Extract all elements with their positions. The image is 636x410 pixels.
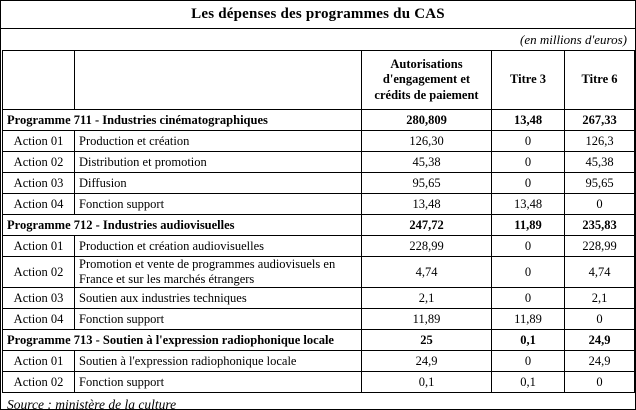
- action-label: Fonction support: [74, 193, 362, 215]
- action-label: Production et création: [74, 130, 362, 152]
- header-titre6: Titre 6: [564, 50, 635, 110]
- value-cell: 45,38: [361, 151, 492, 173]
- value-cell: 126,30: [361, 130, 492, 152]
- value-cell: 25: [361, 329, 492, 351]
- table-header: Autorisations d'engagement et crédits de…: [2, 50, 635, 110]
- page-title: Les dépenses des programmes du CAS: [1, 1, 635, 29]
- value-cell: 228,99: [361, 235, 492, 257]
- value-cell: 0: [491, 287, 565, 309]
- value-cell: 24,9: [361, 350, 492, 372]
- value-cell: 0,1: [491, 329, 565, 351]
- action-code: Action 04: [2, 308, 75, 330]
- value-cell: 0: [491, 130, 565, 152]
- action-code: Action 01: [2, 350, 75, 372]
- program-row: Programme 713 - Soutien à l'expression r…: [2, 329, 635, 351]
- action-row: Action 04 Fonction support 11,89 11,89 0: [2, 308, 635, 330]
- value-cell: 0: [564, 371, 635, 393]
- unit-note: (en millions d'euros): [519, 32, 627, 47]
- action-code: Action 01: [2, 235, 75, 257]
- value-cell: 13,48: [491, 109, 565, 131]
- value-cell: 0,1: [491, 371, 565, 393]
- header-row: Autorisations d'engagement et crédits de…: [2, 50, 635, 110]
- value-cell: 0: [491, 172, 565, 194]
- header-autorisations: Autorisations d'engagement et crédits de…: [361, 50, 492, 110]
- action-code: Action 02: [2, 371, 75, 393]
- value-cell: 0: [491, 256, 565, 288]
- action-row: Action 04 Fonction support 13,48 13,48 0: [2, 193, 635, 215]
- action-code: Action 03: [2, 172, 75, 194]
- program-label: Programme 713 - Soutien à l'expression r…: [2, 329, 362, 351]
- value-cell: 45,38: [564, 151, 635, 173]
- action-label: Fonction support: [74, 371, 362, 393]
- program-label: Programme 711 - Industries cinématograph…: [2, 109, 362, 131]
- action-label: Diffusion: [74, 172, 362, 194]
- value-cell: 2,1: [361, 287, 492, 309]
- action-row: Action 03 Diffusion 95,65 0 95,65: [2, 172, 635, 194]
- action-label: Soutien à l'expression radiophonique loc…: [74, 350, 362, 372]
- action-code: Action 02: [2, 256, 75, 288]
- value-cell: 24,9: [564, 329, 635, 351]
- value-cell: 126,3: [564, 130, 635, 152]
- header-action-col: [2, 50, 75, 110]
- value-cell: 280,809: [361, 109, 492, 131]
- value-cell: 0: [491, 350, 565, 372]
- action-label: Production et création audiovisuelles: [74, 235, 362, 257]
- value-cell: 95,65: [564, 172, 635, 194]
- value-cell: 4,74: [361, 256, 492, 288]
- value-cell: 4,74: [564, 256, 635, 288]
- value-cell: 228,99: [564, 235, 635, 257]
- action-label: Soutien aux industries techniques: [74, 287, 362, 309]
- value-cell: 0: [564, 193, 635, 215]
- value-cell: 0: [564, 308, 635, 330]
- action-row: Action 01 Soutien à l'expression radiopho…: [2, 350, 635, 372]
- header-description-col: [74, 50, 362, 110]
- value-cell: 247,72: [361, 214, 492, 236]
- value-cell: 2,1: [564, 287, 635, 309]
- table-body: Programme 711 - Industries cinématograph…: [2, 109, 635, 393]
- action-code: Action 01: [2, 130, 75, 152]
- value-cell: 11,89: [491, 308, 565, 330]
- action-label: Fonction support: [74, 308, 362, 330]
- value-cell: 95,65: [361, 172, 492, 194]
- value-cell: 0: [491, 151, 565, 173]
- action-row: Action 02 Distribution et promotion 45,38 0…: [2, 151, 635, 173]
- action-code: Action 02: [2, 151, 75, 173]
- program-row: Programme 711 - Industries cinématograph…: [2, 109, 635, 131]
- action-row: Action 02 Promotion et vente de programme…: [2, 256, 635, 288]
- action-row: Action 02 Fonction support 0,1 0,1 0: [2, 371, 635, 393]
- action-label: Promotion et vente de programmes audiovi…: [74, 256, 362, 288]
- value-cell: 235,83: [564, 214, 635, 236]
- action-code: Action 04: [2, 193, 75, 215]
- value-cell: 13,48: [491, 193, 565, 215]
- header-titre3: Titre 3: [491, 50, 565, 110]
- source-note: Source : ministère de la culture: [7, 397, 177, 410]
- value-cell: 13,48: [361, 193, 492, 215]
- value-cell: 11,89: [361, 308, 492, 330]
- action-code: Action 03: [2, 287, 75, 309]
- value-cell: 267,33: [564, 109, 635, 131]
- program-label: Programme 712 - Industries audiovisuelle…: [2, 214, 362, 236]
- program-row: Programme 712 - Industries audiovisuelle…: [2, 214, 635, 236]
- value-cell: 0,1: [361, 371, 492, 393]
- action-row: Action 03 Soutien aux industries techniqu…: [2, 287, 635, 309]
- value-cell: 0: [491, 235, 565, 257]
- value-cell: 11,89: [491, 214, 565, 236]
- value-cell: 24,9: [564, 350, 635, 372]
- action-row: Action 01 Production et création audiovis…: [2, 235, 635, 257]
- action-row: Action 01 Production et création 126,30 0 12…: [2, 130, 635, 152]
- action-label: Distribution et promotion: [74, 151, 362, 173]
- expenses-table: Autorisations d'engagement et crédits de…: [2, 50, 635, 393]
